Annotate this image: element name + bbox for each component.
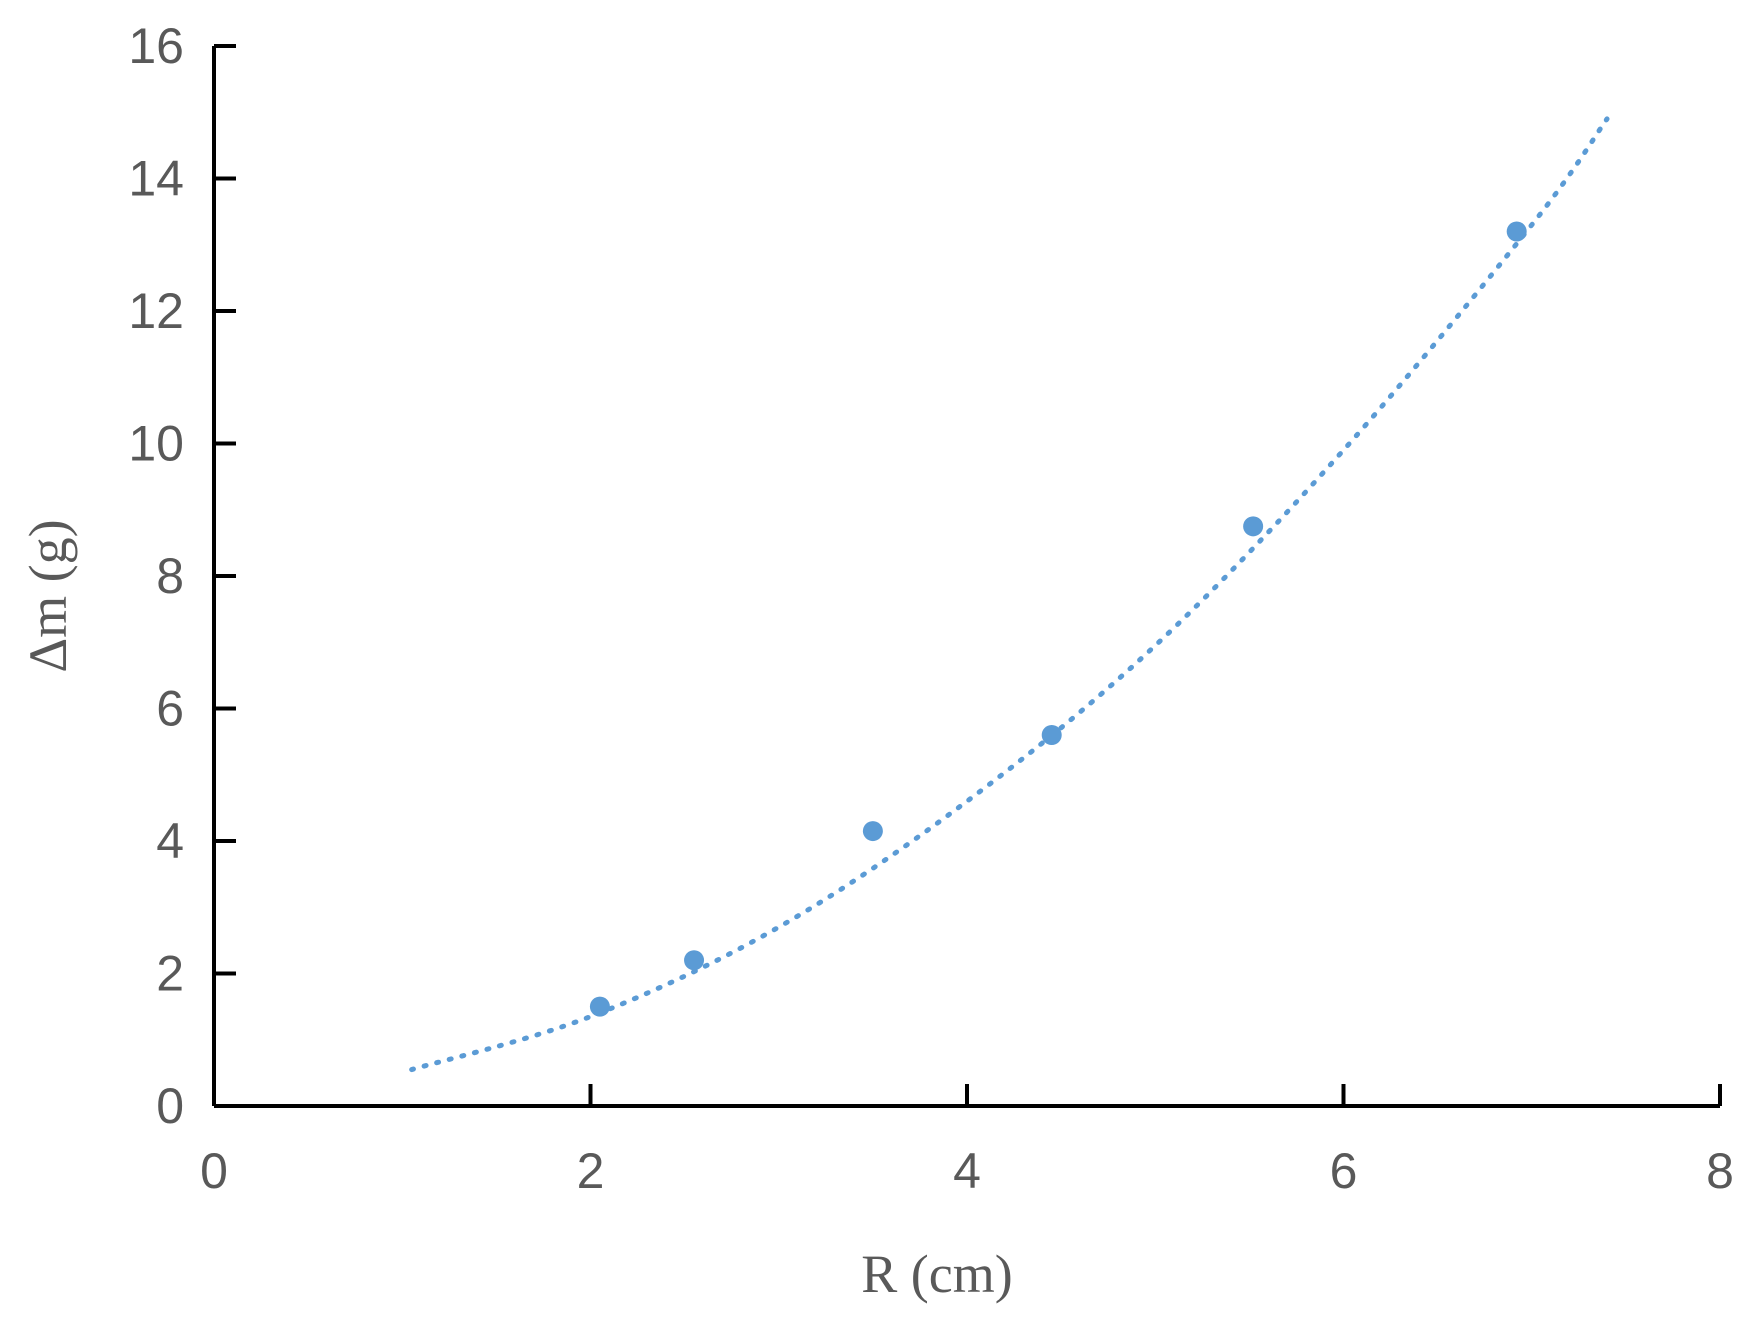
- data-point: [589, 996, 610, 1017]
- y-tick-label: 0: [156, 1078, 184, 1134]
- x-tick-label: 0: [200, 1143, 228, 1199]
- y-tick-label: 16: [128, 18, 184, 74]
- x-tick-label: 4: [953, 1143, 981, 1199]
- data-point: [684, 950, 705, 971]
- y-tick-label: 6: [156, 681, 184, 737]
- data-point: [1041, 725, 1062, 745]
- x-axis-title: R (cm): [861, 1244, 1012, 1304]
- trendline-layer: [409, 116, 1610, 1073]
- ticks-layer: 0 2 4 6 8 10 12 14 16 0 2 4 6 8: [128, 18, 1734, 1199]
- polynomial-trendline: [409, 116, 1610, 1073]
- y-tick-label: 14: [128, 151, 184, 207]
- data-point: [862, 821, 883, 842]
- x-tick-label: 6: [1330, 1143, 1358, 1199]
- y-axis-title: Δm (g): [18, 519, 78, 672]
- y-tick-label: 2: [156, 946, 184, 1002]
- data-point: [1506, 221, 1527, 242]
- y-tick-label: 4: [156, 813, 184, 869]
- y-tick-label: 10: [128, 416, 184, 472]
- x-tick-label: 8: [1706, 1143, 1734, 1199]
- x-tick-label: 2: [577, 1143, 605, 1199]
- y-tick-label: 12: [128, 283, 184, 339]
- data-point: [1243, 516, 1264, 537]
- data-points-layer: [589, 221, 1527, 1017]
- axes-layer: [212, 46, 1720, 1108]
- y-tick-label: 8: [156, 548, 184, 604]
